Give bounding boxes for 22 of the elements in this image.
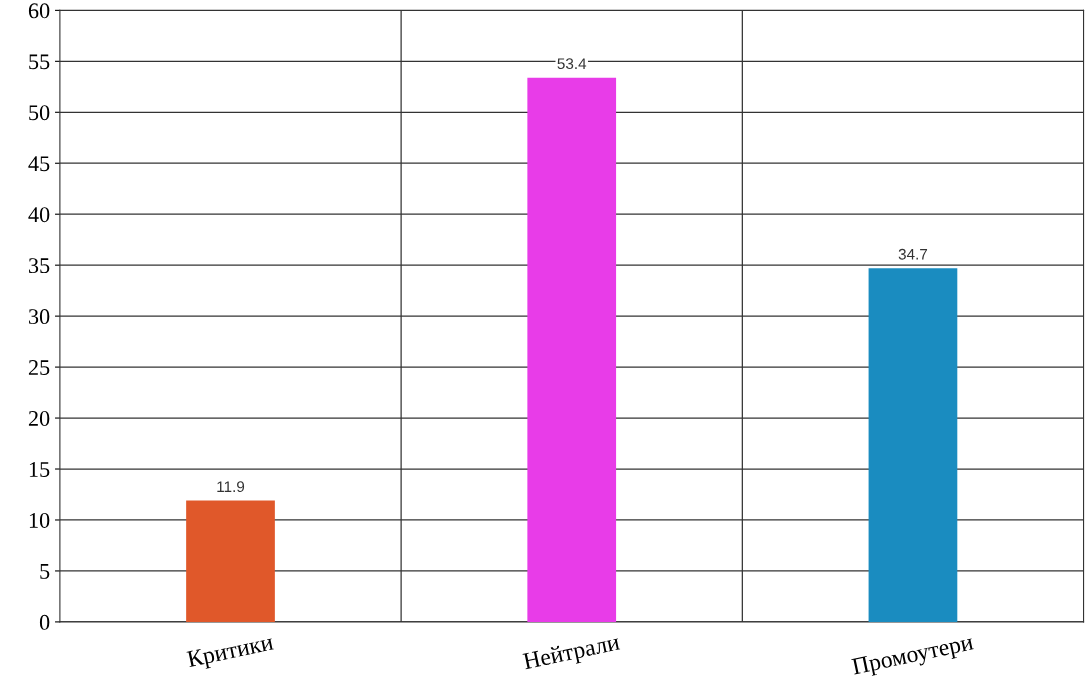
- x-tick-label: Нейтрали: [522, 633, 622, 675]
- y-tick-label: 60: [28, 3, 50, 19]
- y-tick-label: 15: [29, 462, 50, 477]
- y-tick-label: 55: [29, 54, 50, 70]
- data-label: 11.9: [217, 481, 245, 493]
- data-label: 34.7: [898, 248, 928, 260]
- data-label: 53.4: [557, 58, 587, 70]
- bar: [186, 500, 275, 622]
- bar: [527, 77, 617, 622]
- x-tick-label: Критики: [186, 634, 275, 672]
- y-tick-label: 20: [28, 410, 50, 426]
- y-tick-label: 40: [28, 207, 50, 223]
- y-tick-label: 50: [29, 105, 50, 121]
- y-tick-label: 5: [40, 564, 50, 579]
- y-tick-label: 25: [28, 360, 50, 376]
- y-tick-label: 35: [29, 258, 50, 274]
- y-tick-label: 45: [28, 156, 50, 172]
- y-tick-label: 30: [29, 309, 50, 325]
- bar: [868, 268, 958, 622]
- x-tick-label: Промоутери: [851, 633, 975, 680]
- y-tick-label: 10: [29, 512, 50, 528]
- y-tick-label: 0: [39, 614, 50, 630]
